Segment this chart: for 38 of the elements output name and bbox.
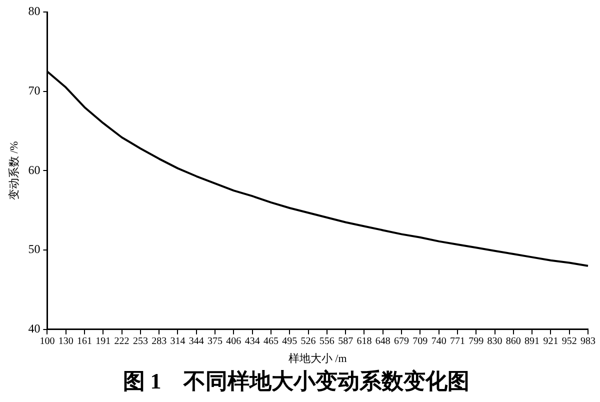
x-tick-label: 983 — [580, 336, 596, 348]
x-tick-label: 830 — [487, 336, 502, 348]
x-axis-title: 样地大小 /m — [288, 352, 348, 365]
y-axis-title: 变动系数 /% — [7, 141, 20, 200]
x-tick-label: 283 — [152, 336, 167, 348]
x-tick-label: 314 — [170, 336, 186, 348]
y-tick-label: 50 — [28, 242, 40, 256]
x-tick-label: 495 — [282, 336, 298, 348]
x-tick-label: 587 — [338, 336, 354, 348]
x-tick-label: 860 — [506, 336, 521, 348]
x-tick-label: 618 — [356, 336, 372, 348]
x-tick-label: 253 — [132, 336, 148, 348]
x-tick-label: 526 — [300, 336, 316, 348]
x-tick-label: 556 — [319, 336, 334, 348]
x-tick-label: 799 — [468, 336, 484, 348]
y-tick-label: 40 — [28, 322, 40, 336]
x-tick-label: 100 — [40, 336, 55, 348]
x-tick-label: 679 — [394, 336, 410, 348]
x-tick-label: 161 — [76, 336, 92, 348]
x-tick-label: 465 — [263, 336, 278, 348]
x-tick-label: 709 — [412, 336, 428, 348]
text: 图 1 不同样地大小变动系数变化图 — [122, 368, 470, 394]
y-tick-label: 60 — [28, 162, 40, 177]
x-tick-label: 648 — [375, 336, 390, 348]
x-tick-label: 921 — [543, 336, 558, 348]
x-tick-label: 891 — [524, 336, 540, 348]
y-tick-label: 80 — [28, 4, 40, 18]
x-tick-label: 191 — [96, 336, 111, 348]
x-tick-label: 222 — [114, 336, 130, 348]
x-tick-label: 740 — [431, 336, 446, 348]
y-tick-label: 70 — [28, 84, 40, 98]
x-tick-label: 130 — [58, 336, 74, 348]
x-tick-label: 434 — [244, 336, 260, 348]
x-tick-label: 375 — [208, 336, 223, 348]
x-tick-label: 344 — [188, 336, 204, 348]
x-tick-label: 406 — [226, 336, 242, 348]
x-tick-label: 771 — [450, 336, 465, 348]
x-tick-label: 952 — [562, 336, 577, 348]
